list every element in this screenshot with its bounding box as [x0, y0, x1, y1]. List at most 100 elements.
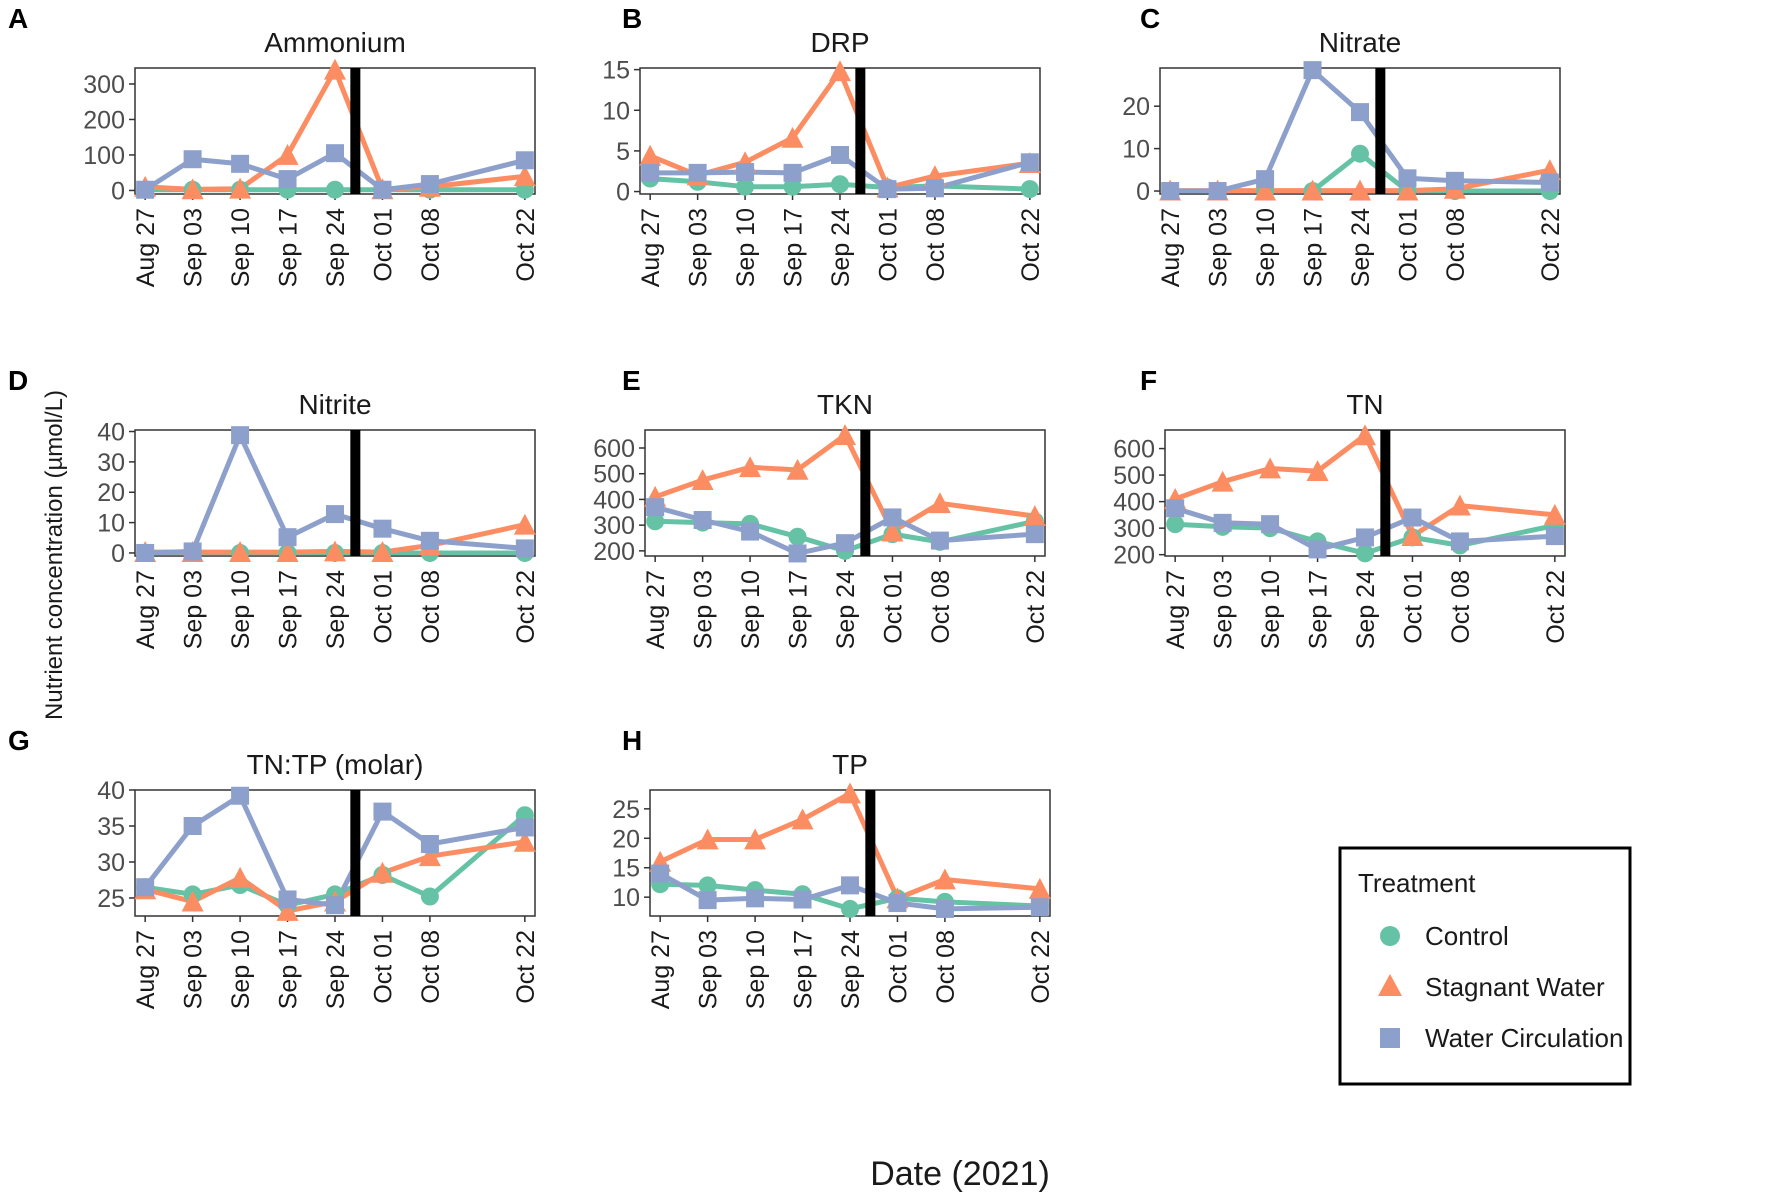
data-point-square — [831, 145, 849, 164]
legend-label: Water Circulation — [1425, 1023, 1623, 1053]
panel-tag: E — [622, 365, 641, 396]
x-tick-label: Sep 10 — [1252, 208, 1280, 287]
panel-tag: A — [8, 3, 28, 34]
data-point-triangle — [781, 126, 804, 148]
data-point-circle — [783, 177, 802, 196]
y-tick-label: 20 — [612, 825, 640, 853]
data-point-triangle — [276, 899, 299, 921]
panel-c: C Nitrate 0 10 20 Aug 27 Sep 03 Sep 10 Sep 17 Sep… — [1122, 3, 1565, 287]
x-tick-label: Aug 27 — [637, 208, 665, 287]
data-point-circle — [1166, 515, 1185, 534]
data-point-square — [925, 179, 944, 198]
data-point-square — [646, 498, 665, 517]
data-point-triangle — [513, 165, 536, 187]
data-point-triangle — [324, 58, 346, 80]
data-point-circle — [420, 887, 439, 906]
data-point-square — [136, 878, 155, 897]
x-tick-label: Sep 10 — [737, 570, 765, 649]
data-point-square — [836, 534, 854, 553]
data-point-square — [420, 175, 439, 194]
x-tick-label: Sep 03 — [1205, 208, 1233, 287]
series-markers-water-circulation — [1161, 61, 1559, 201]
x-tick-label: Sep 03 — [180, 570, 208, 649]
data-point-square — [1166, 499, 1185, 518]
x-tick-label: Aug 27 — [647, 930, 675, 1009]
data-point-square — [373, 519, 392, 538]
intervention-line — [860, 430, 871, 556]
data-point-square — [420, 835, 439, 853]
data-point-circle — [1020, 180, 1039, 199]
data-point-square — [1213, 513, 1232, 532]
data-point-square — [888, 894, 907, 913]
data-point-triangle — [1448, 494, 1471, 516]
y-tick-label: 300 — [1113, 515, 1155, 543]
data-point-triangle — [418, 845, 441, 867]
data-point-square — [746, 889, 765, 908]
x-tick-label: Oct 01 — [879, 570, 907, 644]
data-point-square — [326, 144, 344, 163]
data-point-triangle — [696, 828, 719, 850]
y-tick-label: 5 — [616, 138, 630, 166]
panel-tag: G — [8, 725, 30, 756]
data-point-square — [741, 522, 760, 541]
data-point-square — [698, 891, 717, 910]
data-point-square — [1030, 898, 1049, 917]
data-point-triangle — [371, 861, 394, 883]
panel-tag: C — [1140, 3, 1160, 34]
data-point-square — [136, 180, 155, 199]
panel-b: B DRP 0 5 10 15 Aug 27 Sep 03 Sep 10 Sep 17 Sep 24… — [602, 3, 1045, 287]
y-tick-label: 10 — [602, 97, 630, 125]
intervention-line — [350, 68, 361, 194]
data-point-square — [278, 528, 297, 547]
y-tick-label: 0 — [111, 177, 125, 205]
data-point-triangle — [276, 143, 299, 165]
data-point-square — [420, 531, 439, 550]
x-tick-label: Aug 27 — [642, 570, 670, 649]
y-tick-label: 100 — [83, 142, 125, 170]
x-tick-label: Sep 24 — [322, 208, 350, 287]
y-tick-label: 40 — [97, 777, 125, 805]
legend-marker-square — [1380, 1028, 1400, 1048]
data-point-square — [373, 180, 392, 199]
x-tick-label: Sep 24 — [1347, 208, 1375, 287]
data-point-triangle — [1349, 179, 1371, 201]
legend-entry-stagnant-water: Stagnant Water — [1378, 972, 1605, 1002]
series-markers-water-circulation — [136, 786, 534, 915]
x-tick-label: Sep 17 — [275, 930, 303, 1009]
x-tick-label: Sep 03 — [695, 930, 723, 1009]
y-tick-label: 600 — [1113, 436, 1155, 464]
data-point-triangle — [276, 541, 299, 562]
data-point-triangle — [229, 866, 252, 888]
data-point-square — [688, 163, 707, 182]
data-point-square — [736, 163, 755, 182]
y-tick-label: 0 — [616, 179, 630, 207]
x-tick-label: Oct 01 — [884, 930, 912, 1004]
y-tick-label: 500 — [593, 461, 635, 489]
data-point-square — [883, 508, 902, 527]
panel-title: Nitrite — [298, 389, 371, 420]
data-point-square — [1020, 153, 1039, 172]
data-point-circle — [736, 177, 755, 196]
x-tick-label: Sep 03 — [1210, 570, 1238, 649]
data-point-triangle — [834, 424, 856, 446]
data-point-square — [183, 542, 202, 561]
y-tick-label: 10 — [97, 510, 125, 538]
x-tick-label: Aug 27 — [132, 208, 160, 287]
y-tick-label: 30 — [97, 449, 125, 477]
data-point-square — [326, 505, 344, 524]
x-tick-label: Sep 24 — [322, 930, 350, 1009]
data-point-square — [1351, 103, 1369, 122]
y-tick-label: 40 — [97, 419, 125, 447]
data-point-circle — [646, 512, 665, 531]
x-tick-label: Sep 03 — [180, 208, 208, 287]
data-point-square — [930, 531, 949, 550]
data-point-circle — [326, 180, 344, 199]
y-tick-label: 400 — [1113, 489, 1155, 517]
y-tick-label: 600 — [593, 435, 635, 463]
data-point-square — [1540, 173, 1559, 192]
